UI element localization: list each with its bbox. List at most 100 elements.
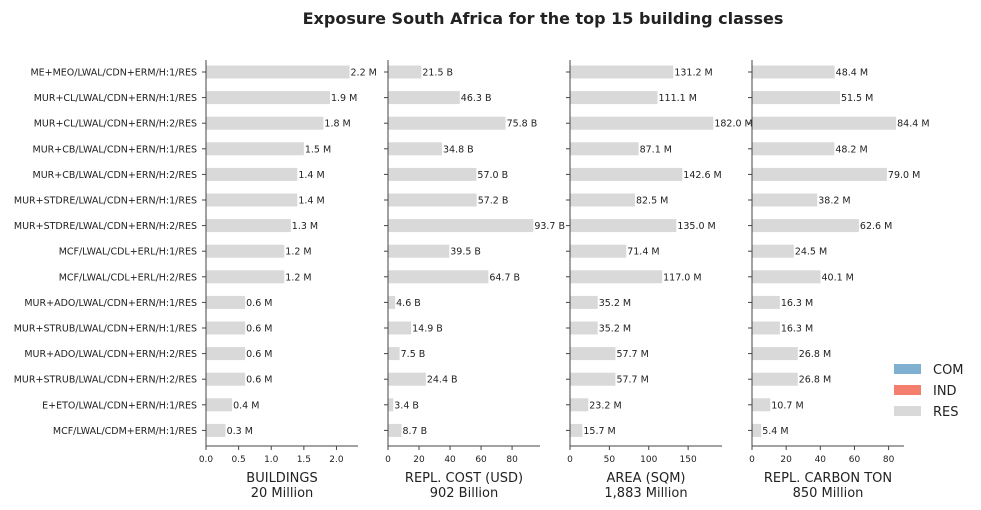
category-label: MUR+CL/LWAL/CDN+ERN/H:2/RES <box>34 119 197 130</box>
bar <box>388 219 534 233</box>
legend-swatch <box>894 385 921 395</box>
x-tick-label: 60 <box>849 455 861 465</box>
category-label: MUR+CL/LWAL/CDN+ERN/H:1/RES <box>34 93 197 104</box>
bar-value-label: 2.2 M <box>351 68 377 79</box>
legend-label: IND <box>933 384 957 399</box>
x-axis-total: 20 Million <box>251 486 314 501</box>
bar-value-label: 35.2 M <box>599 298 631 309</box>
bar <box>570 398 589 412</box>
bar <box>388 142 442 156</box>
bar-value-label: 0.4 M <box>233 400 259 411</box>
bar <box>570 91 658 105</box>
panel: 48.4 M 51.5 M 84.4 M 48.2 M 79.0 M 38.2 M 62.6… <box>748 60 930 501</box>
bar <box>752 347 798 361</box>
bar-value-label: 51.5 M <box>841 93 873 104</box>
bar <box>206 270 285 284</box>
bar-value-label: 16.3 M <box>781 298 813 309</box>
bar-value-label: 10.7 M <box>771 400 803 411</box>
bar-value-label: 1.5 M <box>305 144 331 155</box>
bar-value-label: 57.7 M <box>616 349 648 360</box>
x-axis-total: 1,883 Million <box>604 486 687 501</box>
bar-value-label: 93.7 B <box>534 221 565 232</box>
x-tick-label: 0.5 <box>231 455 245 465</box>
bar <box>570 321 598 335</box>
bar <box>206 116 324 130</box>
bar-value-label: 0.6 M <box>246 349 272 360</box>
category-label: MUR+ADO/LWAL/CDN+ERN/H:2/RES <box>24 349 197 360</box>
category-labels: ME+MEO/LWAL/CDN+ERM/H:1/RES MUR+CL/LWAL/C… <box>14 68 197 437</box>
bar <box>752 423 762 437</box>
bar-value-label: 57.7 M <box>616 375 648 386</box>
bar <box>388 116 506 130</box>
bar-value-label: 1.4 M <box>298 196 324 207</box>
bar-value-label: 1.2 M <box>285 247 311 258</box>
bar <box>570 116 714 130</box>
bar <box>206 398 233 412</box>
bar <box>388 295 396 309</box>
bar <box>206 423 226 437</box>
bar-value-label: 15.7 M <box>583 426 615 437</box>
category-label: MUR+STRUB/LWAL/CDN+ERN/H:1/RES <box>14 324 197 335</box>
bar-value-label: 62.6 M <box>860 221 892 232</box>
bar-value-label: 142.6 M <box>683 170 721 181</box>
bar <box>206 91 330 105</box>
bar <box>206 65 350 79</box>
bar-value-label: 82.5 M <box>636 196 668 207</box>
bar-value-label: 8.7 B <box>402 426 427 437</box>
bar <box>570 423 583 437</box>
legend: COM IND RES <box>894 363 964 420</box>
x-tick-label: 0.0 <box>199 455 214 465</box>
bar <box>206 372 246 386</box>
bar-value-label: 1.9 M <box>331 93 357 104</box>
bar <box>388 347 400 361</box>
category-label: MCF/LWAL/CDL+ERL/H:2/RES <box>59 272 197 283</box>
bar-value-label: 71.4 M <box>627 247 659 258</box>
bar-value-label: 57.2 B <box>478 196 509 207</box>
bar-value-label: 35.2 M <box>599 324 631 335</box>
bar-value-label: 3.4 B <box>394 400 419 411</box>
x-tick-label: 0 <box>567 455 573 465</box>
bar <box>752 167 887 181</box>
bar <box>570 347 616 361</box>
x-tick-label: 1.5 <box>297 455 311 465</box>
category-label: MUR+CB/LWAL/CDN+ERN/H:2/RES <box>33 170 198 181</box>
bar-value-label: 26.8 M <box>799 375 831 386</box>
x-tick-label: 1.0 <box>264 455 279 465</box>
bar <box>570 244 627 258</box>
bar <box>752 270 821 284</box>
legend-label: RES <box>933 405 959 420</box>
bar-value-label: 0.6 M <box>246 298 272 309</box>
x-tick-label: 0 <box>385 455 391 465</box>
x-tick-label: 20 <box>413 455 425 465</box>
category-label: MCF/LWAL/CDL+ERL/H:1/RES <box>59 247 197 258</box>
bar-value-label: 48.4 M <box>836 68 868 79</box>
chart-title: Exposure South Africa for the top 15 bui… <box>303 9 784 28</box>
x-tick-label: 80 <box>506 455 518 465</box>
bar-value-label: 34.8 B <box>443 144 474 155</box>
bar <box>570 219 677 233</box>
bar-value-label: 1.3 M <box>292 221 318 232</box>
bar-value-label: 46.3 B <box>461 93 492 104</box>
bar <box>752 142 835 156</box>
bar-value-label: 39.5 B <box>450 247 481 258</box>
bar <box>388 423 402 437</box>
bar-value-label: 57.0 B <box>477 170 508 181</box>
bar-value-label: 38.2 M <box>818 196 850 207</box>
bar-value-label: 111.1 M <box>658 93 696 104</box>
category-label: E+ETO/LWAL/CDN+ERN/H:1/RES <box>42 400 197 411</box>
bar <box>752 321 780 335</box>
bar <box>570 372 616 386</box>
bar <box>752 372 798 386</box>
bar-value-label: 16.3 M <box>781 324 813 335</box>
bar <box>388 372 426 386</box>
x-tick-label: 20 <box>780 455 792 465</box>
bar-value-label: 79.0 M <box>888 170 920 181</box>
bar <box>388 270 489 284</box>
x-tick-label: 60 <box>475 455 487 465</box>
bar <box>388 321 412 335</box>
x-axis-label: AREA (SQM) <box>606 471 685 486</box>
bar <box>206 142 304 156</box>
x-tick-label: 40 <box>444 455 456 465</box>
bar <box>752 244 794 258</box>
